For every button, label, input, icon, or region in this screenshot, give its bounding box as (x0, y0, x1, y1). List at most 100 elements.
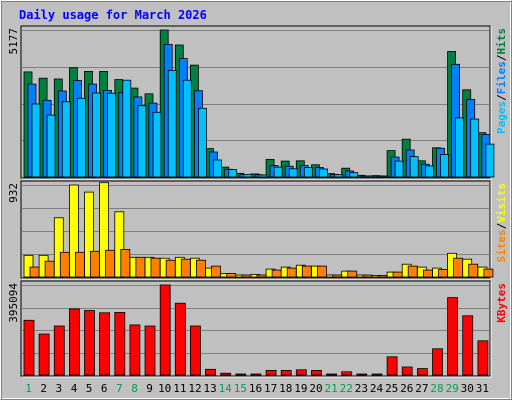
bar-sites-day-30 (469, 264, 478, 277)
bar-sites-day-29 (454, 258, 463, 277)
x-tick-label-day-16: 16 (249, 382, 262, 395)
bar-kbytes-day-7 (115, 312, 125, 375)
bar-sites-day-21 (333, 275, 342, 277)
bar-kbytes-day-27 (417, 369, 427, 375)
legend-entry-hits: Hits (495, 28, 508, 55)
bar-pages-day-22 (350, 173, 358, 177)
bar-kbytes-day-12 (190, 326, 200, 375)
bar-kbytes-day-15 (236, 374, 246, 375)
bar-pages-day-2 (47, 115, 55, 177)
bar-pages-day-30 (471, 119, 479, 177)
legend-entry-kbytes: KBytes (495, 283, 508, 323)
bar-kbytes-day-19 (296, 370, 306, 375)
x-tick-label-day-1: 1 (25, 382, 32, 395)
x-tick-label-day-13: 13 (203, 382, 216, 395)
x-tick-label-day-19: 19 (294, 382, 307, 395)
x-tick-label-day-24: 24 (370, 382, 384, 395)
x-tick-label-day-2: 2 (40, 382, 47, 395)
x-tick-label-day-3: 3 (55, 382, 62, 395)
x-tick-label-day-10: 10 (158, 382, 171, 395)
x-tick-label-day-21: 21 (324, 382, 337, 395)
bar-pages-day-20 (320, 169, 328, 177)
bar-sites-day-2 (45, 261, 54, 277)
bar-pages-day-15 (244, 174, 252, 177)
chart-title: Daily usage for March 2026 (19, 8, 207, 22)
bar-sites-day-26 (408, 266, 417, 277)
bar-pages-day-28 (441, 155, 449, 177)
bar-pages-day-4 (77, 98, 85, 177)
bar-pages-day-25 (395, 161, 403, 177)
x-tick-label-day-11: 11 (173, 382, 186, 395)
legend-kbytes: KBytes (495, 283, 508, 323)
bar-pages-day-19 (304, 168, 312, 177)
x-tick-label-day-31: 31 (476, 382, 489, 395)
bar-kbytes-day-10 (160, 285, 170, 375)
bar-sites-day-9 (151, 258, 160, 277)
bar-sites-day-3 (60, 252, 69, 277)
bar-sites-day-24 (378, 276, 387, 278)
bar-kbytes-day-31 (478, 341, 488, 375)
bar-kbytes-day-29 (448, 298, 458, 375)
bar-pages-day-5 (93, 93, 101, 177)
bar-sites-day-17 (272, 270, 281, 277)
bar-pages-day-8 (138, 106, 146, 177)
x-tick-label-day-17: 17 (264, 382, 277, 395)
bar-pages-day-13 (214, 160, 222, 177)
bar-sites-day-11 (181, 259, 190, 277)
x-tick-label-day-23: 23 (355, 382, 368, 395)
legend-entry-files: Files (495, 61, 508, 94)
bar-kbytes-day-20 (312, 370, 322, 375)
bar-kbytes-day-21 (327, 374, 337, 375)
bar-kbytes-day-9 (145, 326, 155, 375)
bar-pages-day-9 (153, 112, 161, 177)
bar-pages-day-21 (335, 175, 343, 177)
bar-kbytes-day-8 (130, 325, 140, 375)
bar-sites-day-23 (363, 275, 372, 277)
x-tick-label-day-7: 7 (116, 382, 123, 395)
bar-pages-day-26 (410, 157, 418, 177)
x-tick-label-day-29: 29 (446, 382, 459, 395)
bar-pages-day-11 (183, 80, 191, 177)
bar-sites-day-18 (287, 268, 296, 277)
legend-entry-visits: Visits (495, 183, 508, 223)
bar-kbytes-day-25 (387, 357, 397, 375)
bar-pages-day-10 (168, 71, 176, 178)
bar-kbytes-day-2 (39, 334, 49, 375)
bar-kbytes-day-18 (281, 370, 291, 375)
y-max-label-kbytes: 395094 (7, 283, 20, 323)
bar-kbytes-day-3 (54, 326, 64, 375)
bar-sites-day-7 (121, 249, 130, 277)
bar-pages-day-6 (108, 93, 116, 177)
bar-kbytes-day-30 (463, 316, 473, 375)
legend-hits-files-pages: Pages/Files/Hits (495, 28, 508, 134)
bar-kbytes-day-11 (175, 303, 185, 375)
x-tick-label-day-27: 27 (415, 382, 428, 395)
bar-sites-day-8 (136, 257, 145, 277)
bar-pages-day-31 (486, 144, 494, 177)
x-tick-label-day-9: 9 (146, 382, 153, 395)
bar-pages-day-29 (456, 118, 464, 177)
bar-pages-day-18 (289, 169, 297, 177)
bar-sites-day-25 (393, 272, 402, 277)
bar-sites-day-15 (242, 275, 251, 277)
bar-kbytes-day-16 (251, 374, 261, 375)
bar-kbytes-day-22 (342, 372, 352, 375)
bar-pages-day-27 (425, 166, 433, 177)
x-tick-label-day-18: 18 (279, 382, 292, 395)
legend-entry-pages: Pages (495, 101, 508, 134)
bar-kbytes-day-17 (266, 370, 276, 375)
bar-pages-day-24 (380, 176, 388, 177)
bar-sites-day-16 (257, 275, 266, 277)
bar-sites-day-1 (30, 267, 39, 277)
y-max-label-visits-sites: 932 (7, 183, 20, 203)
x-tick-label-day-12: 12 (188, 382, 201, 395)
bar-sites-day-20 (318, 266, 327, 277)
bar-pages-day-3 (62, 102, 70, 177)
x-tick-label-day-25: 25 (385, 382, 398, 395)
bar-sites-day-31 (484, 269, 493, 277)
bar-kbytes-day-14 (221, 373, 231, 375)
bar-kbytes-day-24 (372, 374, 382, 375)
bar-pages-day-16 (259, 175, 267, 177)
x-tick-label-day-22: 22 (340, 382, 353, 395)
